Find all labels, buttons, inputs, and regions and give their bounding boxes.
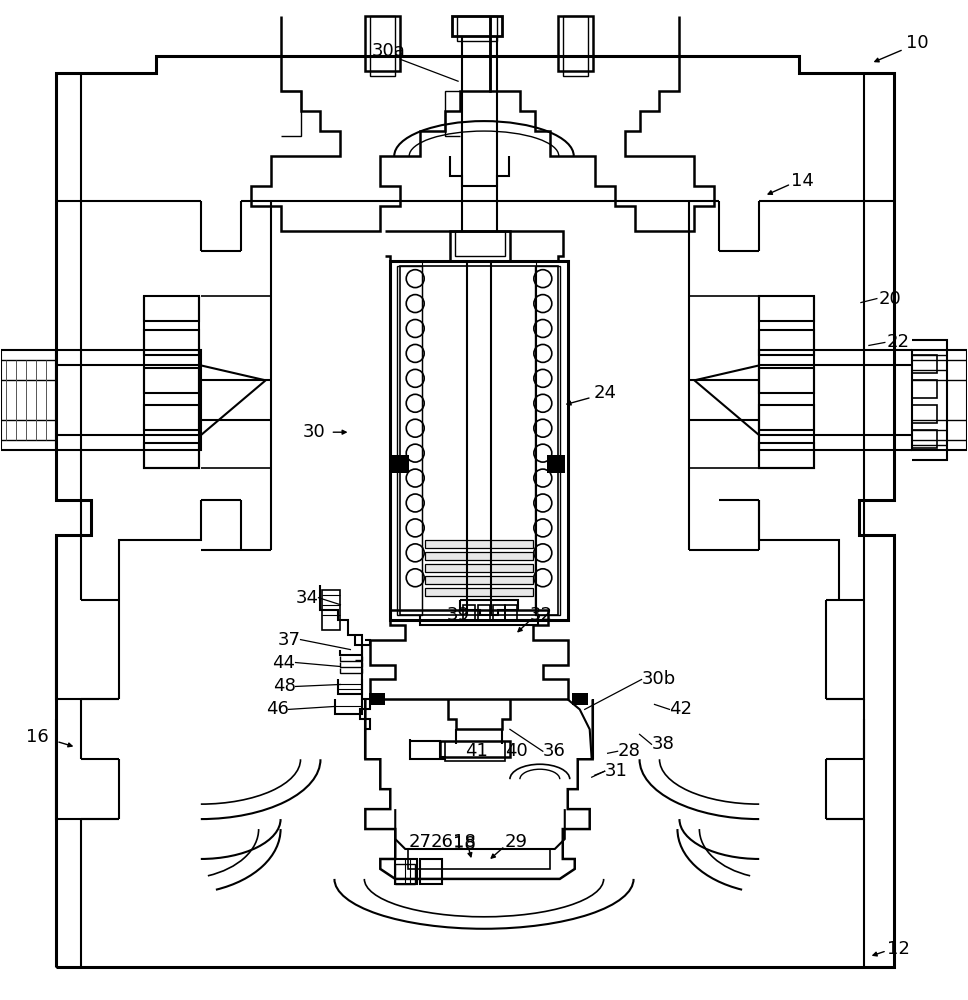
Text: 14: 14: [791, 172, 814, 190]
Bar: [144, 368, 198, 393]
Text: 30a: 30a: [372, 42, 406, 60]
Text: 20: 20: [879, 290, 901, 308]
Bar: [912, 430, 937, 448]
Bar: [759, 296, 814, 321]
Bar: [390, 261, 568, 620]
Text: 40: 40: [505, 742, 528, 760]
Bar: [912, 355, 937, 373]
Bar: [425, 552, 532, 560]
Bar: [391, 455, 409, 473]
Text: 29: 29: [505, 833, 528, 851]
Bar: [759, 443, 814, 468]
Bar: [452, 16, 502, 36]
Bar: [420, 859, 442, 884]
Bar: [144, 443, 198, 468]
Bar: [400, 266, 558, 615]
Text: 28: 28: [618, 742, 641, 760]
Text: 38: 38: [651, 735, 675, 753]
Bar: [322, 590, 341, 630]
Text: 10: 10: [906, 34, 928, 52]
Text: 46: 46: [265, 700, 288, 718]
Bar: [547, 455, 564, 473]
Text: 36: 36: [543, 742, 565, 760]
Bar: [455, 231, 505, 256]
Text: 34: 34: [295, 589, 318, 607]
Text: 39: 39: [447, 606, 470, 624]
Bar: [558, 16, 592, 71]
Bar: [759, 405, 814, 430]
Bar: [395, 859, 417, 884]
Bar: [365, 16, 400, 71]
Text: 27: 27: [408, 833, 431, 851]
Text: 37: 37: [278, 631, 300, 649]
Bar: [912, 380, 937, 398]
Text: 32: 32: [529, 606, 553, 624]
Text: 18: 18: [453, 835, 476, 853]
Text: 24: 24: [593, 384, 617, 402]
Bar: [912, 405, 937, 423]
Bar: [463, 605, 475, 620]
Bar: [370, 693, 385, 705]
Text: 41: 41: [465, 742, 488, 760]
Bar: [425, 564, 532, 572]
Text: 30b: 30b: [642, 670, 676, 688]
Bar: [457, 16, 497, 41]
Bar: [144, 405, 198, 430]
Text: 12: 12: [887, 940, 910, 958]
Bar: [450, 231, 510, 261]
Bar: [144, 330, 198, 355]
Text: 22: 22: [887, 333, 910, 351]
Bar: [493, 605, 505, 620]
Bar: [371, 16, 395, 76]
Text: 44: 44: [273, 654, 295, 672]
Text: 31: 31: [605, 762, 627, 780]
Bar: [144, 296, 198, 321]
Bar: [478, 605, 490, 620]
Bar: [425, 540, 532, 548]
Text: 30: 30: [303, 423, 325, 441]
Bar: [505, 605, 517, 620]
Bar: [535, 266, 560, 615]
Text: 48: 48: [273, 677, 295, 695]
Bar: [425, 588, 532, 596]
Text: 26: 26: [430, 833, 453, 851]
Bar: [572, 693, 588, 705]
Bar: [397, 266, 422, 615]
Bar: [425, 576, 532, 584]
Bar: [562, 16, 588, 76]
Bar: [759, 330, 814, 355]
Text: 42: 42: [670, 700, 692, 718]
Text: 16: 16: [26, 728, 49, 746]
Bar: [395, 864, 415, 884]
Bar: [759, 368, 814, 393]
Text: 18: 18: [453, 833, 476, 851]
